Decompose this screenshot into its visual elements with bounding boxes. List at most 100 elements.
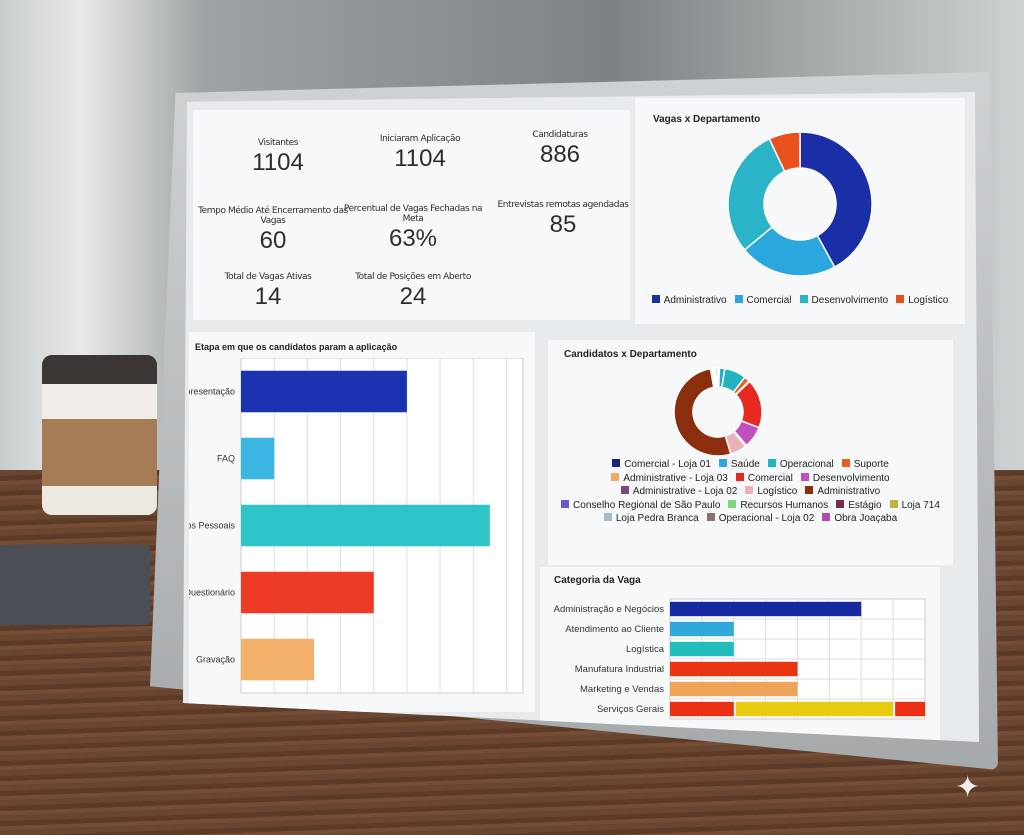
slice-comercial[interactable] — [743, 225, 836, 277]
legend-swatch — [767, 459, 776, 467]
legend-label: Comercial - Loja 01 — [624, 459, 711, 470]
legend-swatch — [734, 295, 743, 303]
category-label: Atendimento ao Cliente — [565, 624, 664, 635]
kpi-value: 63% — [388, 225, 438, 252]
kpi-candidaturas: Candidaturas 886 — [485, 130, 635, 169]
legend-label: Administrative - Loja 02 — [632, 486, 738, 497]
bar[interactable] — [241, 437, 275, 480]
kpi-value: 60 — [259, 227, 287, 254]
legend-swatch — [800, 472, 809, 481]
legend-swatch — [706, 513, 715, 521]
category-label: Administração e Negócios — [554, 604, 665, 615]
legend-label: Conselho Regional de São Paulo — [573, 499, 721, 511]
legend-item[interactable]: Conselho Regional de São Paulo — [561, 499, 720, 513]
kpi-label: Total de Posições em Aberto — [355, 272, 471, 282]
legend-label: Loja Pedra Branca — [615, 513, 699, 524]
bar[interactable] — [670, 701, 734, 717]
legend-swatch — [805, 486, 814, 494]
coffee-cup — [42, 355, 157, 515]
legend-item[interactable]: Operacional — [767, 458, 834, 472]
legend-swatch — [841, 459, 850, 467]
categoria-vaga-panel: Categoria da Vaga Administração e Negóci… — [540, 567, 940, 742]
legend-item[interactable]: Obra Joaçaba — [822, 512, 897, 526]
chart-legend: Comercial - Loja 01 Saúde Operacional Supor… — [553, 458, 948, 526]
etapa-bar-chart: Apresentação FAQ Dados Pessoais Questionári… — [189, 358, 524, 694]
legend-item[interactable]: Desenvolvimento — [800, 472, 890, 486]
legend-item[interactable]: Administrativo — [651, 294, 727, 308]
kpi-entrevistas: Entrevistas remotas agendadas 85 — [488, 200, 638, 239]
legend-item[interactable]: Estágio — [836, 499, 882, 513]
category-label: Serviços Gerais — [597, 704, 664, 715]
slice-log-stico[interactable] — [768, 131, 801, 173]
slice-obra-joa-aba[interactable] — [716, 367, 719, 388]
legend-item[interactable]: Recursos Humanos — [728, 499, 828, 513]
legend-label: Suporte — [853, 459, 889, 470]
legend-item[interactable]: Desenvolvimento — [799, 294, 889, 308]
bar[interactable] — [670, 641, 734, 657]
legend-item[interactable]: Loja 714 — [889, 499, 940, 513]
legend-item[interactable]: Administrativo — [805, 485, 880, 499]
chart-title: Categoria da Vaga — [554, 575, 641, 586]
legend-swatch — [620, 486, 629, 494]
slice-administrativo[interactable] — [673, 367, 732, 457]
legend-item[interactable]: Administrative - Loja 02 — [620, 485, 738, 499]
category-label: Marketing e Vendas — [580, 684, 664, 695]
category-label: Logística — [626, 644, 665, 655]
legend-item[interactable]: Comercial — [735, 472, 793, 486]
category-label: Dados Pessoais — [189, 521, 235, 531]
bar[interactable] — [670, 681, 798, 697]
kpi-label: Total de Vagas Ativas — [224, 272, 312, 282]
categoria-bar-chart: Administração e Negócios Atendimento ao C… — [554, 598, 926, 720]
bar[interactable] — [241, 370, 407, 413]
legend-swatch — [561, 499, 570, 508]
chart-legend: Administrativo Comercial Desenvolvimento Lo… — [645, 294, 955, 308]
kpi-label: Iniciaram Aplicação — [379, 134, 461, 144]
kpi-posicoes: Total de Posições em Aberto 24 — [338, 272, 488, 311]
category-label: Manufatura Industrial — [575, 664, 664, 675]
bar[interactable] — [670, 661, 798, 677]
bar[interactable] — [735, 701, 894, 717]
legend-label: Operacional - Loja 02 — [718, 513, 815, 524]
bar[interactable] — [241, 638, 314, 681]
vagas-donut-chart — [727, 131, 873, 277]
legend-label: Desenvolvimento — [811, 295, 889, 306]
legend-item[interactable]: Loja Pedra Branca — [603, 512, 699, 526]
bar[interactable] — [241, 504, 490, 547]
legend-swatch — [889, 499, 898, 508]
kpi-label: Candidaturas — [532, 130, 588, 140]
legend-swatch — [651, 295, 660, 303]
legend-swatch — [745, 486, 754, 494]
etapa-panel: Etapa em que os candidatos param a aplic… — [189, 332, 535, 712]
slice-administrativo[interactable] — [799, 131, 873, 269]
legend-label: Logístico — [908, 295, 949, 306]
legend-item[interactable]: Logístico — [745, 485, 797, 499]
legend-swatch — [728, 499, 737, 508]
legend-label: Desenvolvimento — [812, 472, 890, 484]
legend-swatch — [612, 459, 621, 467]
legend-item[interactable]: Administrative - Loja 03 — [611, 472, 728, 486]
kpi-value: 886 — [539, 141, 581, 168]
legend-label: Saúde — [730, 459, 760, 470]
bar[interactable] — [895, 701, 925, 717]
bar[interactable] — [670, 601, 862, 617]
slice-desenvolvimento[interactable] — [727, 137, 786, 251]
legend-swatch — [896, 295, 905, 303]
kpi-label: Visitantes — [257, 138, 299, 148]
kpi-percentual: Percentual de Vagas Fechadas na Meta 63% — [338, 204, 488, 253]
legend-item[interactable]: Saúde — [718, 458, 760, 472]
legend-item[interactable]: Comercial - Loja 01 — [612, 458, 711, 472]
bar[interactable] — [241, 571, 374, 614]
kpi-vagas-ativas: Total de Vagas Ativas 14 — [193, 272, 343, 311]
bar[interactable] — [670, 621, 734, 637]
legend-item[interactable]: Comercial — [734, 294, 792, 308]
legend-item[interactable]: Suporte — [841, 458, 889, 472]
legend-label: Logístico — [757, 486, 798, 497]
notebook — [0, 545, 150, 625]
candidatos-donut-chart — [673, 367, 763, 457]
legend-item[interactable]: Operacional - Loja 02 — [706, 512, 815, 526]
legend-swatch — [822, 513, 831, 521]
legend-label: Comercial — [746, 295, 792, 306]
legend-label: Estágio — [848, 499, 882, 511]
legend-item[interactable]: Logístico — [896, 294, 948, 308]
legend-swatch — [603, 513, 612, 521]
